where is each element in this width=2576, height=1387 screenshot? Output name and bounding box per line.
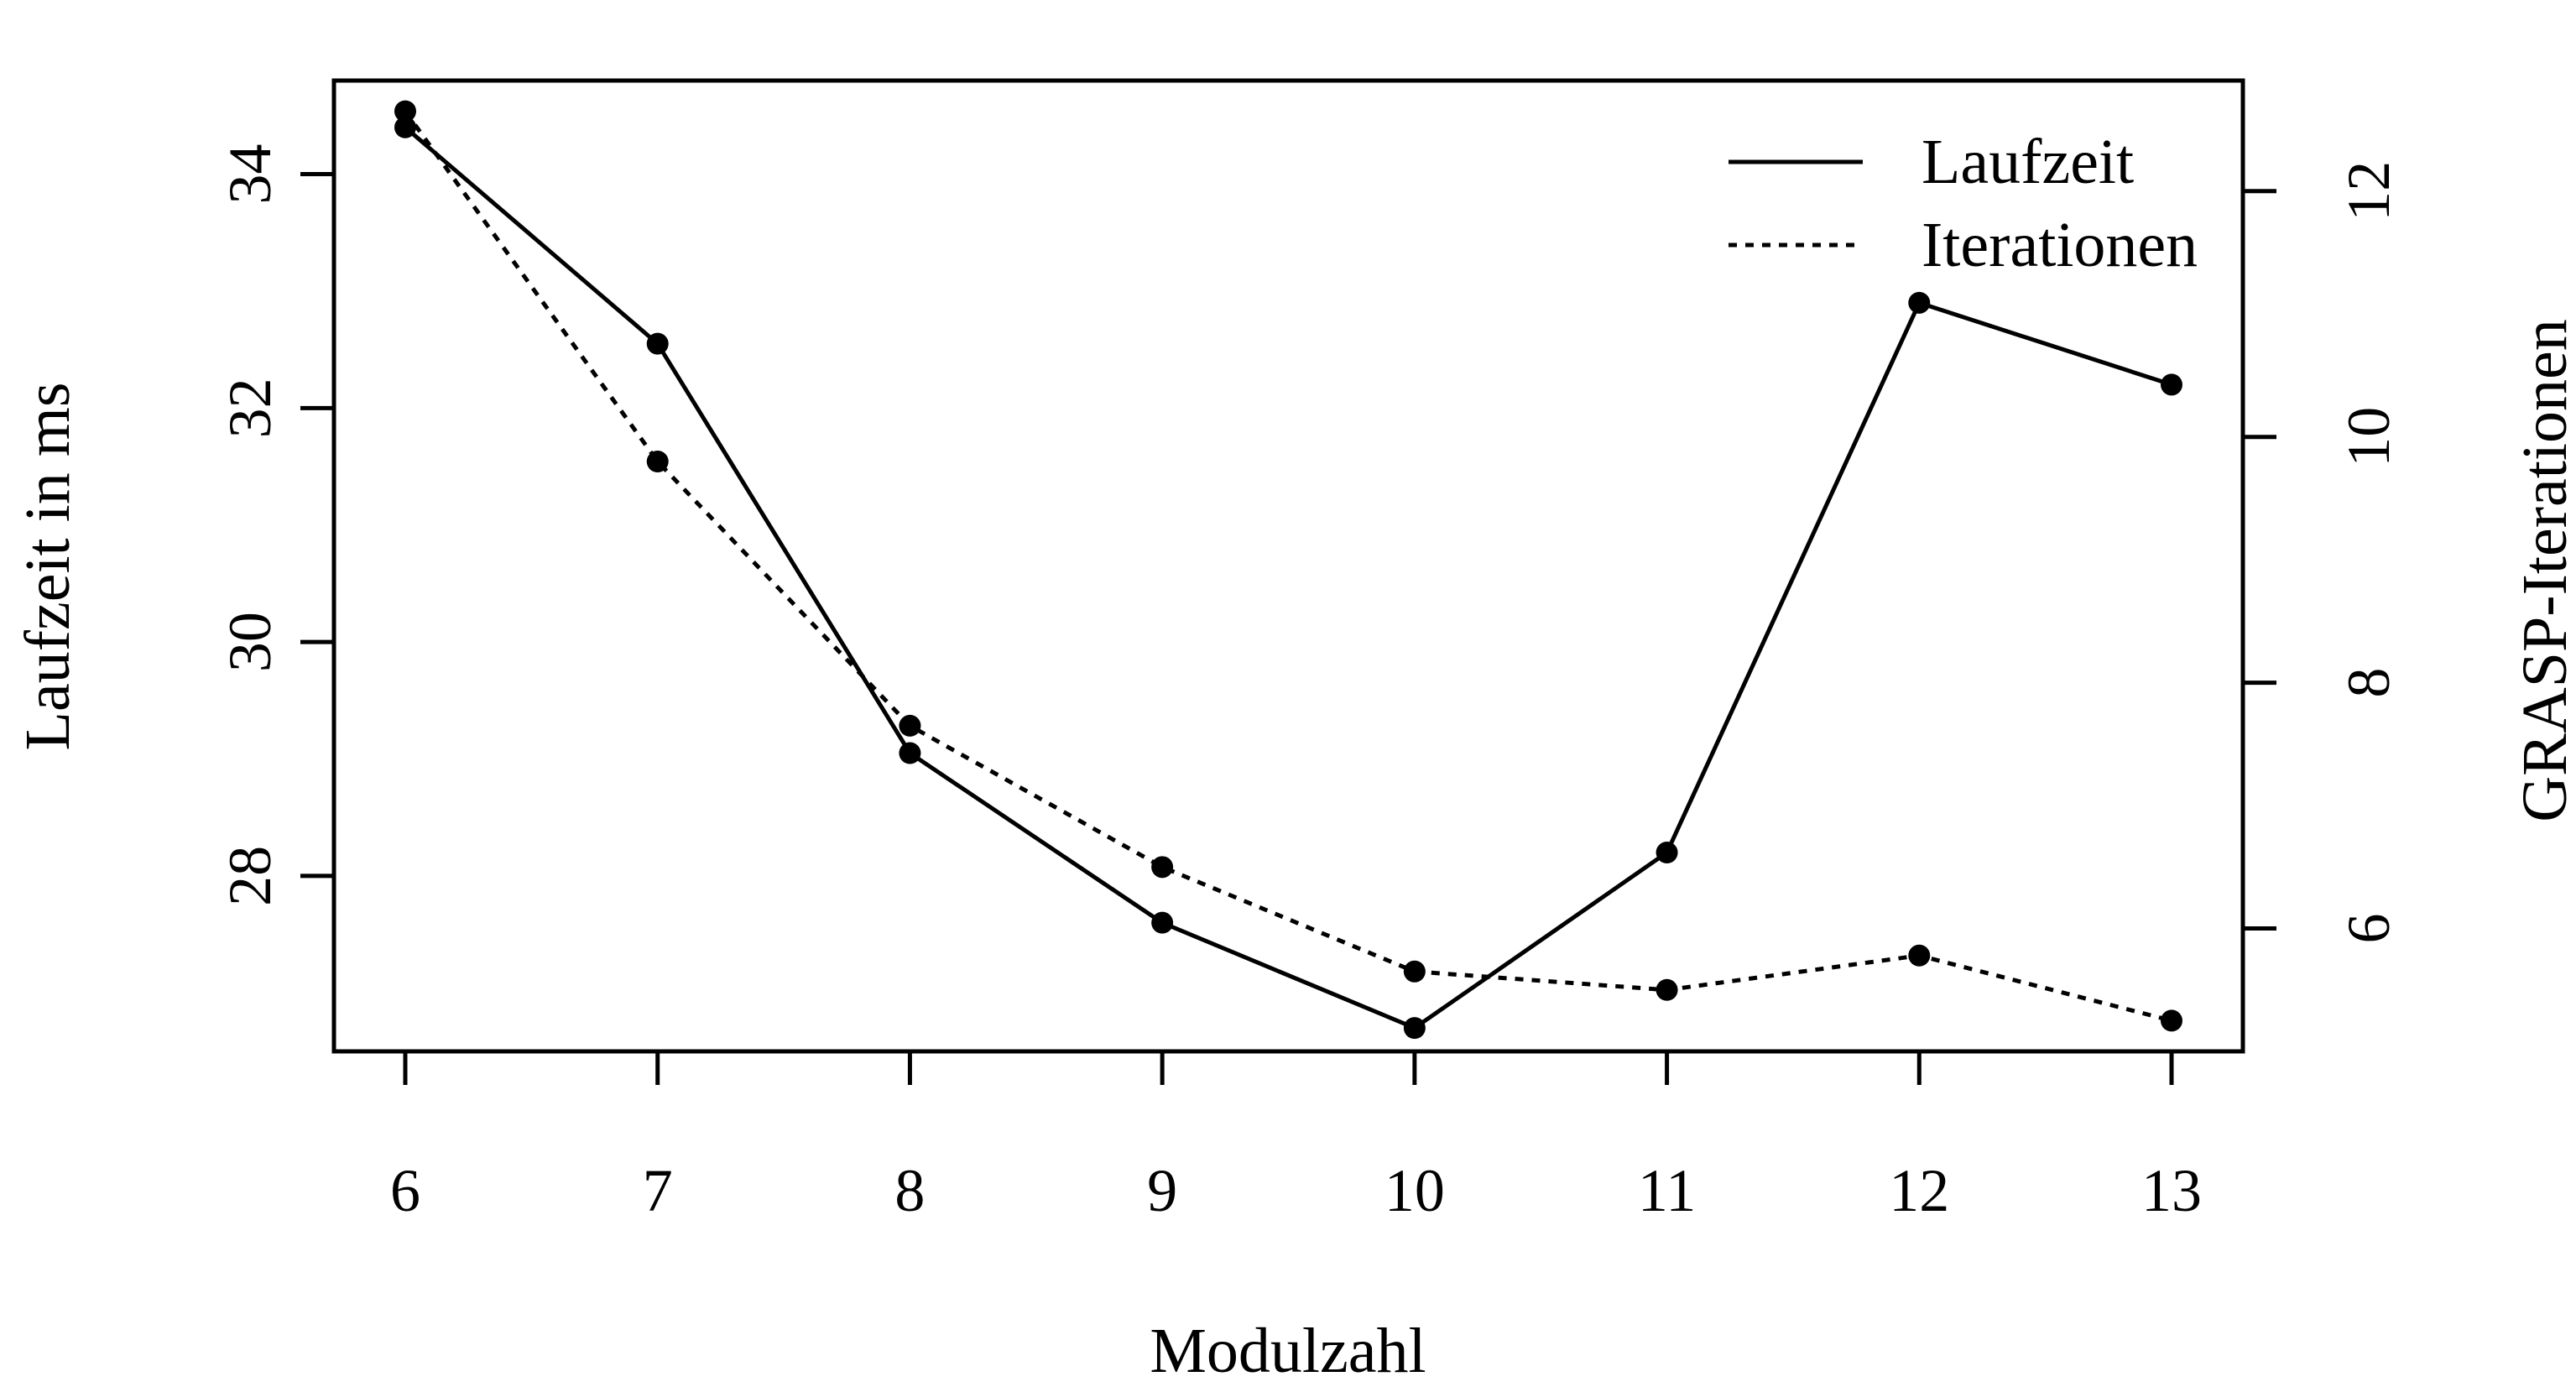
- y-tick-label: 30: [216, 612, 284, 672]
- x-axis-title: Modulzahl: [1150, 1316, 1426, 1386]
- right-axis-ticks: 6 8 10 12: [2243, 161, 2402, 944]
- data-point-laufzeit: [394, 116, 416, 138]
- x-tick-label: 9: [1147, 1157, 1177, 1224]
- y-axis-title: Laufzeit in ms: [13, 383, 83, 751]
- x-axis-ticks: 6 7 8 9 10 11 12 13: [390, 1051, 2202, 1224]
- data-point-iterationen: [899, 714, 921, 737]
- plot-frame: [331, 78, 2245, 1054]
- y2-axis-title: GRASP-Iterationen: [2510, 319, 2576, 821]
- data-point-iterationen: [1908, 944, 1931, 967]
- data-point-laufzeit: [1656, 842, 1678, 864]
- x-tick-label: 8: [894, 1157, 925, 1224]
- data-point-iterationen: [1151, 856, 1174, 879]
- series-line-iterationen: [403, 110, 2172, 1023]
- data-point-laufzeit: [1403, 1017, 1426, 1040]
- data-point-iterationen: [1656, 978, 1678, 1001]
- legend-label-laufzeit: Laufzeit: [1922, 127, 2134, 197]
- y-tick-label: 32: [216, 378, 284, 438]
- x-tick-label: 11: [1638, 1157, 1696, 1224]
- data-point-iterationen: [1403, 960, 1426, 983]
- y-tick-label: 28: [216, 846, 284, 906]
- y2-tick-label: 8: [2335, 668, 2402, 698]
- x-tick-label: 7: [643, 1157, 673, 1224]
- series-line-laufzeit: [404, 125, 2172, 1030]
- data-point-laufzeit: [1151, 911, 1174, 934]
- data-point-laufzeit: [646, 332, 669, 355]
- legend: Laufzeit Iterationen: [1729, 127, 2198, 280]
- data-point-iterationen: [646, 451, 669, 473]
- y2-tick-label: 12: [2335, 161, 2402, 222]
- series-points: [394, 100, 2182, 1040]
- x-tick-label: 6: [390, 1157, 420, 1224]
- data-point-laufzeit: [899, 742, 921, 764]
- data-point-laufzeit: [1908, 291, 1931, 314]
- x-tick-label: 13: [2141, 1157, 2202, 1224]
- y2-tick-label: 6: [2335, 914, 2402, 944]
- left-axis-ticks: 28 30 32 34: [216, 144, 334, 906]
- y-tick-label: 34: [216, 144, 284, 205]
- x-tick-label: 12: [1889, 1157, 1949, 1224]
- data-point-laufzeit: [2161, 373, 2182, 396]
- legend-label-iterationen: Iterationen: [1922, 210, 2198, 280]
- x-tick-label: 10: [1384, 1157, 1445, 1224]
- data-point-iterationen: [2161, 1009, 2182, 1032]
- data-point-iterationen: [394, 100, 416, 123]
- y2-tick-label: 10: [2335, 407, 2402, 467]
- series-lines: [403, 110, 2172, 1030]
